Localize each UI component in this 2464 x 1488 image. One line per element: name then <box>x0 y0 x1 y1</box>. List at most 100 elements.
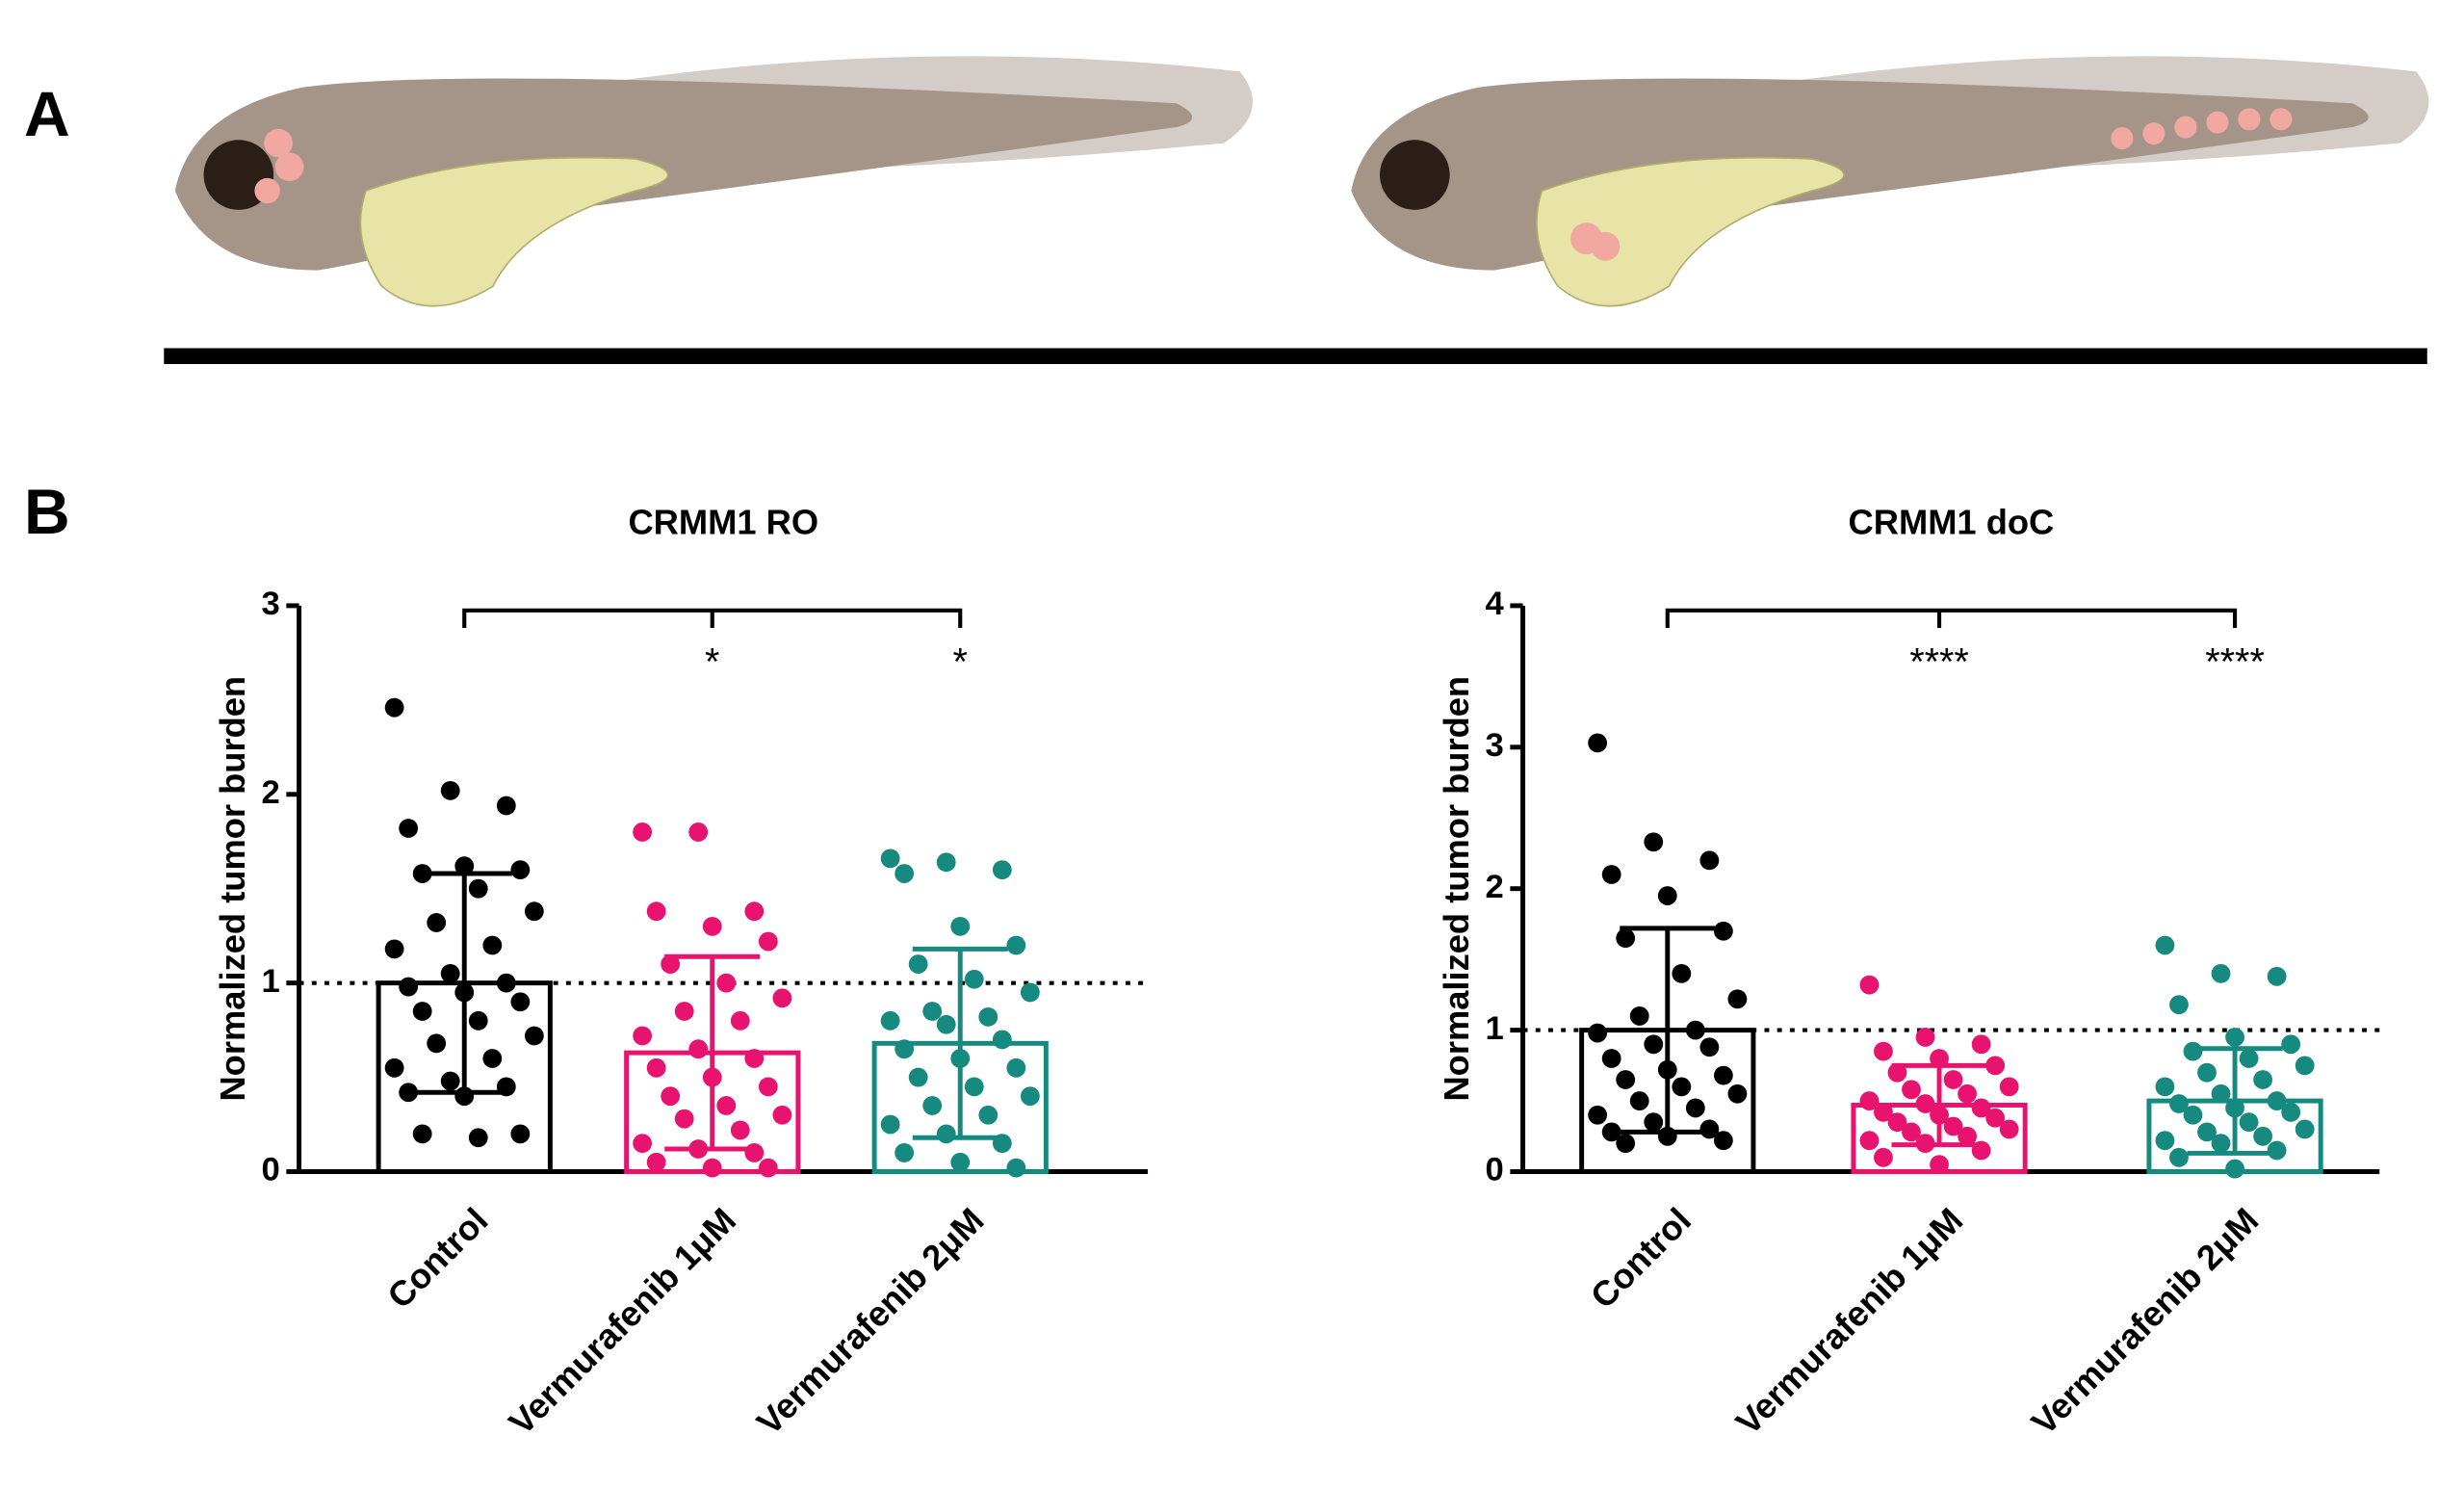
data-point <box>1971 1098 1991 1118</box>
data-point <box>2183 1105 2203 1125</box>
data-point <box>895 864 915 883</box>
data-point <box>661 1086 681 1107</box>
data-point <box>412 1002 432 1021</box>
data-point <box>950 916 971 936</box>
data-point <box>2295 1119 2315 1139</box>
data-point <box>2267 1091 2287 1110</box>
data-point <box>1616 928 1636 949</box>
x-tick-label: Vermurafenib 2μM <box>749 1200 992 1443</box>
data-point <box>2253 1126 2273 1146</box>
data-point <box>1713 1065 1733 1085</box>
data-point <box>1713 921 1733 941</box>
data-point <box>936 1124 956 1144</box>
data-point <box>1672 963 1692 983</box>
data-point <box>2169 1147 2189 1167</box>
data-point <box>2197 1062 2217 1083</box>
y-tick-label: 2 <box>1485 869 1503 905</box>
data-point <box>1915 1028 1935 1047</box>
data-point <box>964 969 984 989</box>
data-point <box>2267 966 2287 986</box>
error-bar <box>664 953 761 1152</box>
data-point <box>922 1002 943 1021</box>
data-point <box>730 1010 750 1031</box>
chart-title: CRMM1 doC <box>1849 502 2055 541</box>
data-point <box>880 848 900 869</box>
data-point <box>646 901 666 922</box>
data-point <box>496 973 516 993</box>
data-point <box>1985 1108 2006 1128</box>
data-point <box>1020 982 1040 1003</box>
data-point <box>758 1158 778 1178</box>
panel-label: B <box>24 476 70 547</box>
data-point <box>1616 1134 1636 1154</box>
data-point <box>2225 1028 2244 1047</box>
x-tick-label: Vermurafenib 2μM <box>2024 1200 2267 1443</box>
data-point <box>454 856 475 876</box>
data-point <box>880 1010 900 1031</box>
significance-label: * <box>705 640 719 683</box>
y-axis-label: Normalized tumor burden <box>1437 676 1476 1102</box>
data-point <box>936 852 956 873</box>
data-point <box>1699 850 1720 871</box>
data-point <box>1859 975 1880 995</box>
data-point <box>384 1057 404 1078</box>
error-bar <box>1620 926 1716 1135</box>
data-point <box>1943 1070 1963 1089</box>
data-point <box>978 1105 999 1125</box>
data-point <box>1727 1083 1748 1104</box>
data-point <box>895 1143 915 1162</box>
data-point <box>1699 1037 1720 1057</box>
y-tick-label: 1 <box>1485 1010 1503 1047</box>
data-point <box>1644 832 1664 852</box>
data-point <box>399 977 419 997</box>
data-point <box>908 1067 928 1087</box>
data-point <box>440 1071 460 1091</box>
data-point <box>2169 995 2189 1015</box>
data-point <box>440 780 460 800</box>
data-point <box>1874 1041 1893 1061</box>
y-tick-label: 0 <box>1485 1152 1503 1188</box>
data-point <box>633 1026 653 1046</box>
data-point <box>1727 989 1748 1009</box>
data-point <box>2211 963 2231 983</box>
data-point <box>524 1026 544 1046</box>
data-point <box>427 913 447 932</box>
data-point <box>1629 1091 1649 1110</box>
data-point <box>908 954 928 974</box>
data-point <box>412 1124 432 1144</box>
data-point <box>1999 1119 2019 1139</box>
data-point <box>2295 1056 2315 1076</box>
data-point <box>468 1128 488 1148</box>
data-point <box>1859 1091 1880 1110</box>
data-point <box>1958 1126 1977 1146</box>
data-point <box>2267 1140 2287 1161</box>
error-bar <box>416 871 512 1095</box>
data-point <box>2155 935 2175 955</box>
data-point <box>1588 733 1608 753</box>
data-point <box>1006 1057 1026 1078</box>
data-point <box>1006 935 1026 955</box>
error-bar <box>2187 1046 2283 1156</box>
data-point <box>978 1007 999 1027</box>
data-point <box>2197 1122 2217 1142</box>
data-point <box>1601 865 1621 884</box>
data-point <box>2211 1083 2231 1104</box>
data-point <box>482 935 503 955</box>
data-point <box>1644 1112 1664 1133</box>
data-point <box>1943 1116 1963 1136</box>
data-point <box>2281 1102 2301 1122</box>
comparison-bracket <box>1665 608 2238 629</box>
data-point <box>2239 1049 2259 1068</box>
y-tick-label: 2 <box>261 774 279 811</box>
error-bar <box>1891 1062 1987 1148</box>
y-tick-label: 4 <box>1485 586 1504 622</box>
data-point <box>482 1049 503 1068</box>
data-point <box>716 1096 737 1115</box>
x-tick-label: Vermurafenib 1μM <box>1728 1200 1971 1443</box>
chart: CRMM1 RO Normalized tumor burden 0 1 2 3 Contr… <box>213 502 1149 1443</box>
data-point <box>744 1049 765 1068</box>
data-point <box>992 1030 1012 1050</box>
data-point <box>661 954 681 974</box>
data-point <box>730 1120 750 1140</box>
data-point <box>1971 1034 1991 1055</box>
